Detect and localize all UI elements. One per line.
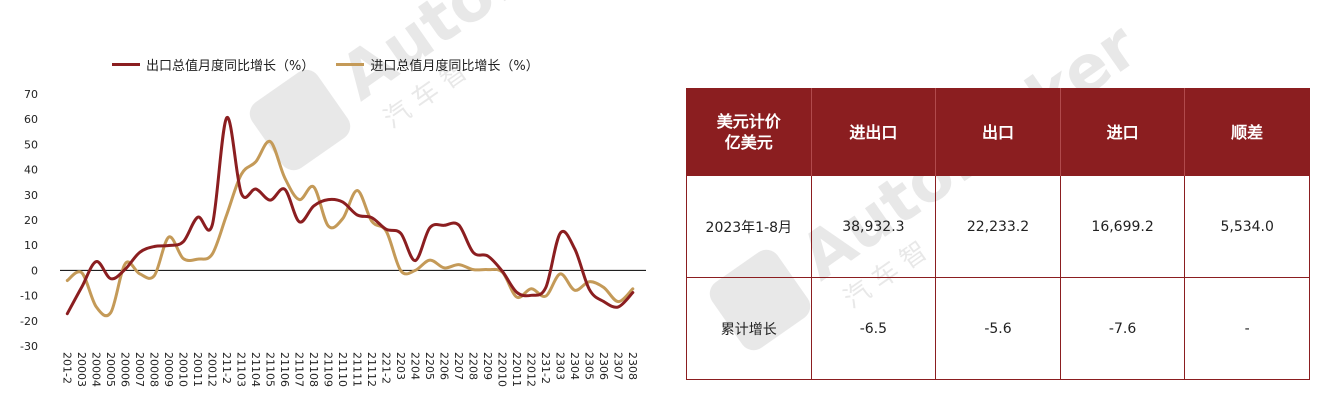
x-tick-label: 2207	[452, 352, 465, 380]
header-cell-import: 进口	[1059, 88, 1185, 176]
x-tick-label: 20007	[133, 352, 146, 387]
x-tick-label: 21106	[278, 352, 291, 387]
x-tick-label: 22011	[510, 352, 523, 387]
x-tick-label: 20012	[205, 352, 218, 387]
x-tick-label: 21107	[292, 352, 305, 387]
header-surplus-label: 顺差	[1231, 122, 1264, 142]
trade-table: 美元计价 亿美元 进出口 出口 进口 顺差 2023年1-8月	[686, 88, 1310, 380]
y-tick-label: 0	[31, 264, 38, 277]
table-cell-surplus: 5,534.0	[1184, 175, 1310, 278]
header-export-label: 出口	[981, 122, 1014, 142]
y-tick-label: -20	[20, 315, 38, 328]
x-tick-label: 2306	[597, 352, 610, 380]
y-tick-label: 20	[24, 214, 38, 227]
x-tick-label: 2205	[423, 352, 436, 380]
x-tick-label: 22012	[524, 352, 537, 387]
table-cell-import: 16,699.2	[1059, 175, 1186, 278]
x-tick-label: 2203	[394, 352, 407, 380]
x-tick-label: 20009	[162, 352, 175, 387]
x-tick-label: 231-2	[539, 352, 552, 384]
x-tick-label: 20004	[89, 352, 102, 387]
series-line-import	[65, 139, 635, 318]
x-tick-label: 20003	[75, 352, 88, 387]
x-tick-label: 21103	[234, 352, 247, 387]
x-tick-label: 2305	[582, 352, 595, 380]
y-tick-label: 50	[24, 138, 38, 151]
table-cell-total-trade-growth: -6.5	[810, 277, 937, 380]
header-cell-surplus: 顺差	[1184, 88, 1310, 176]
x-tick-label: 2206	[437, 352, 450, 380]
x-tick-label: 20005	[104, 352, 117, 387]
x-tick-label: 21108	[307, 352, 320, 387]
series-line-export	[65, 116, 635, 316]
legend-swatch-export	[112, 63, 140, 66]
y-tick-label: -10	[20, 290, 38, 303]
x-tick-label: 21104	[249, 352, 262, 387]
y-tick-label: 30	[24, 189, 38, 202]
x-tick-label: 2208	[466, 352, 479, 380]
header-unit-line1: 美元计价	[716, 112, 781, 131]
table-header-row: 美元计价 亿美元 进出口 出口 进口 顺差	[686, 88, 1310, 176]
header-cell-total-trade: 进出口	[810, 88, 936, 176]
x-tick-label: 21112	[365, 352, 378, 387]
table-cell-period: 2023年1-8月	[686, 175, 812, 278]
chart-legend: 出口总值月度同比增长（%） 进口总值月度同比增长（%）	[112, 55, 539, 74]
x-tick-label: 20008	[147, 352, 160, 387]
legend-label-import: 进口总值月度同比增长（%）	[370, 59, 539, 74]
x-tick-label: 221-2	[379, 352, 392, 384]
table-cell-growth-label: 累计增长	[686, 277, 812, 380]
x-tick-label: 2204	[408, 352, 421, 380]
x-tick-label: 2209	[481, 352, 494, 380]
table-cell-total-trade: 38,932.3	[810, 175, 937, 278]
header-cell-unit: 美元计价 亿美元	[686, 88, 812, 176]
table-row: 2023年1-8月 38,932.3 22,233.2 16,699.2 5,5…	[686, 175, 1310, 278]
x-tick-label: 21105	[263, 352, 276, 387]
table-cell-export: 22,233.2	[935, 175, 1061, 278]
x-tick-label: 21109	[321, 352, 334, 387]
x-tick-label: 20006	[118, 352, 131, 387]
y-tick-label: 60	[24, 113, 38, 126]
header-import-label: 进口	[1106, 122, 1139, 142]
table-row: 累计增长 -6.5 -5.6 -7.6 -	[686, 277, 1310, 380]
header-unit-line2: 亿美元	[724, 133, 773, 152]
x-tick-label: 22010	[495, 352, 508, 387]
x-tick-label: 20011	[191, 352, 204, 387]
x-tick-label: 2307	[611, 352, 624, 380]
x-tick-label: 2303	[553, 352, 566, 380]
y-tick-label: -30	[20, 340, 38, 353]
y-tick-label: 10	[24, 239, 38, 252]
x-tick-label: 2308	[626, 352, 639, 380]
legend-label-export: 出口总值月度同比增长（%）	[146, 59, 315, 74]
x-tick-label: 20010	[176, 352, 189, 387]
x-tick-label: 211-2	[220, 352, 233, 384]
trade-table-panel: 美元计价 亿美元 进出口 出口 进口 顺差 2023年1-8月	[686, 88, 1310, 380]
legend-item-export: 出口总值月度同比增长（%）	[112, 55, 314, 74]
chart-panel: 出口总值月度同比增长（%） 进口总值月度同比增长（%） -30 -20 -10 0 10…	[20, 55, 646, 387]
y-tick-label: 70	[24, 88, 38, 101]
x-tick-label: 21110	[336, 352, 349, 387]
y-tick-label: 40	[24, 164, 38, 177]
x-tick-label: 2304	[568, 352, 581, 380]
header-cell-export: 出口	[935, 88, 1061, 176]
table-cell-surplus-growth: -	[1184, 277, 1310, 380]
legend-item-import: 进口总值月度同比增长（%）	[336, 55, 539, 74]
x-tick-label: 201-2	[60, 352, 73, 384]
table-cell-import-growth: -7.6	[1059, 277, 1186, 380]
header-total-trade-label: 进出口	[849, 122, 898, 142]
x-tick-label: 21111	[350, 352, 363, 387]
legend-swatch-import	[336, 63, 365, 66]
table-cell-export-growth: -5.6	[935, 277, 1061, 380]
